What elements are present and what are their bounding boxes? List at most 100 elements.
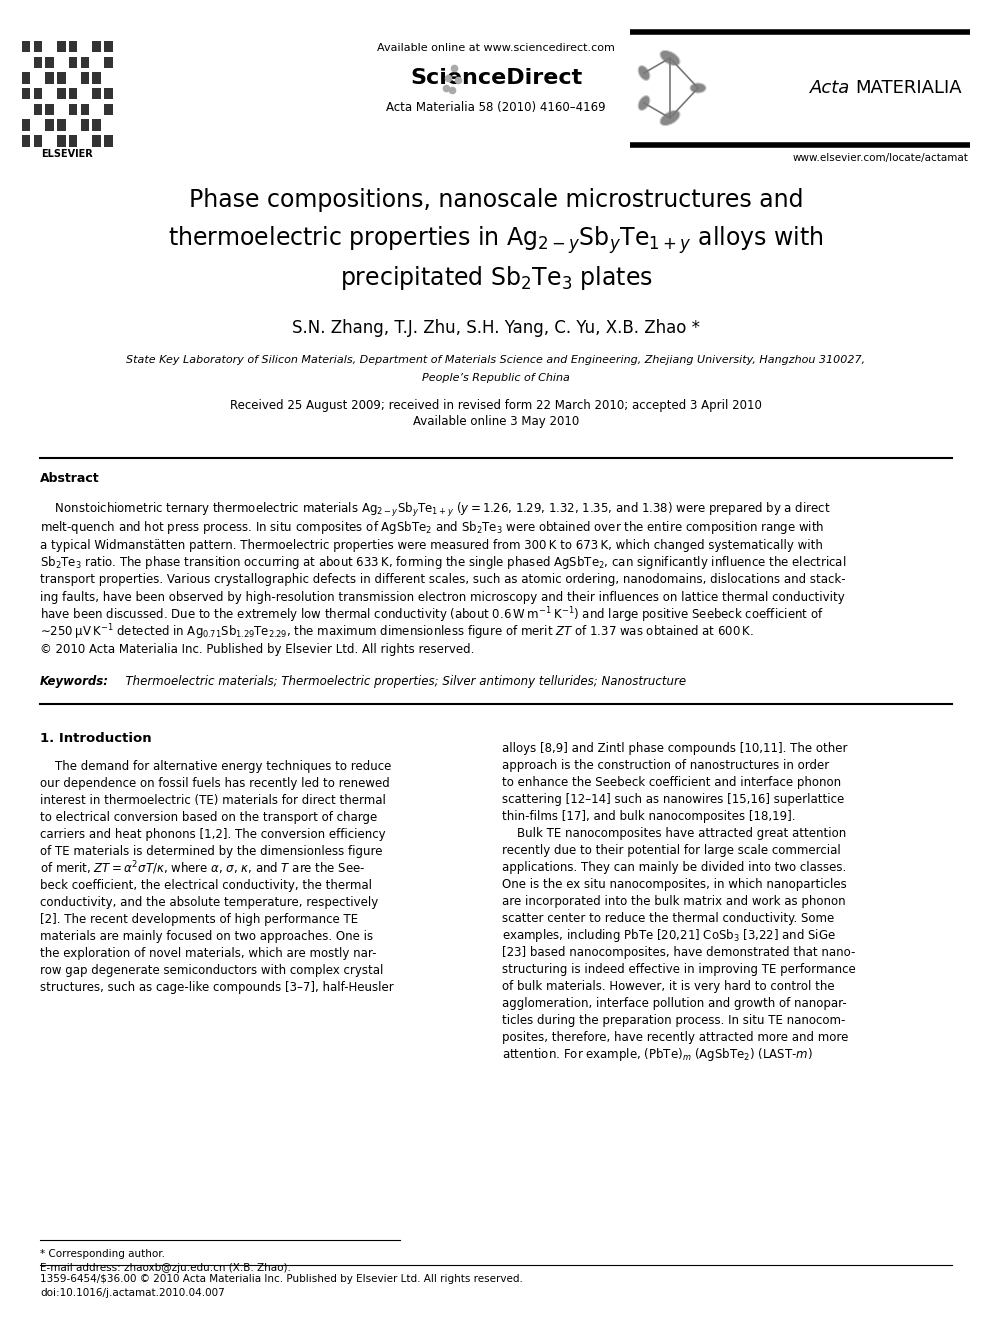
Text: State Key Laboratory of Silicon Materials, Department of Materials Science and E: State Key Laboratory of Silicon Material… bbox=[126, 355, 866, 365]
Bar bbox=[80, 57, 89, 67]
Text: applications. They can mainly be divided into two classes.: applications. They can mainly be divided… bbox=[502, 861, 846, 875]
Bar bbox=[104, 89, 113, 99]
Text: structures, such as cage-like compounds [3–7], half-Heusler: structures, such as cage-like compounds … bbox=[40, 980, 394, 994]
Text: posites, therefore, have recently attracted more and more: posites, therefore, have recently attrac… bbox=[502, 1031, 848, 1044]
Text: scatter center to reduce the thermal conductivity. Some: scatter center to reduce the thermal con… bbox=[502, 912, 834, 925]
Text: conductivity, and the absolute temperature, respectively: conductivity, and the absolute temperatu… bbox=[40, 896, 378, 909]
Bar bbox=[58, 119, 65, 131]
Text: www.elsevier.com/locate/actamat: www.elsevier.com/locate/actamat bbox=[793, 153, 968, 163]
Text: People’s Republic of China: People’s Republic of China bbox=[422, 373, 570, 382]
Text: beck coefficient, the electrical conductivity, the thermal: beck coefficient, the electrical conduct… bbox=[40, 878, 372, 892]
Text: Abstract: Abstract bbox=[40, 471, 99, 484]
Text: to enhance the Seebeck coefficient and interface phonon: to enhance the Seebeck coefficient and i… bbox=[502, 777, 841, 789]
Text: ∼250 μV K$^{-1}$ detected in Ag$_{0.71}$Sb$_{1.29}$Te$_{2.29}$, the maximum dime: ∼250 μV K$^{-1}$ detected in Ag$_{0.71}$… bbox=[40, 623, 754, 642]
Text: our dependence on fossil fuels has recently led to renewed: our dependence on fossil fuels has recen… bbox=[40, 777, 390, 790]
Bar bbox=[104, 103, 113, 115]
Ellipse shape bbox=[660, 50, 680, 66]
Text: structuring is indeed effective in improving TE performance: structuring is indeed effective in impro… bbox=[502, 963, 856, 976]
Text: of merit, $ZT$ = $\alpha^2\sigma T/\kappa$, where $\alpha$, $\sigma$, $\kappa$, : of merit, $ZT$ = $\alpha^2\sigma T/\kapp… bbox=[40, 860, 366, 877]
Bar bbox=[46, 57, 54, 67]
Ellipse shape bbox=[660, 110, 680, 126]
Bar bbox=[22, 25, 30, 37]
Text: Available online at www.sciencedirect.com: Available online at www.sciencedirect.co… bbox=[377, 44, 615, 53]
Bar bbox=[68, 41, 77, 53]
Text: ing faults, have been observed by high-resolution transmission electron microsco: ing faults, have been observed by high-r… bbox=[40, 591, 845, 605]
Bar bbox=[68, 103, 77, 115]
Bar bbox=[58, 135, 65, 147]
Bar bbox=[92, 135, 101, 147]
Text: row gap degenerate semiconductors with complex crystal: row gap degenerate semiconductors with c… bbox=[40, 964, 383, 976]
Text: © 2010 Acta Materialia Inc. Published by Elsevier Ltd. All rights reserved.: © 2010 Acta Materialia Inc. Published by… bbox=[40, 643, 474, 656]
Text: Thermoelectric materials; Thermoelectric properties; Silver antimony tellurides;: Thermoelectric materials; Thermoelectric… bbox=[118, 675, 686, 688]
Bar bbox=[22, 41, 30, 53]
Text: thin-films [17], and bulk nanocomposites [18,19].: thin-films [17], and bulk nanocomposites… bbox=[502, 810, 796, 823]
Bar bbox=[104, 41, 113, 53]
Text: ScienceDirect: ScienceDirect bbox=[410, 67, 582, 89]
Text: ticles during the preparation process. In situ TE nanocom-: ticles during the preparation process. I… bbox=[502, 1013, 845, 1027]
Bar bbox=[80, 103, 89, 115]
Bar bbox=[22, 119, 30, 131]
Text: melt-quench and hot press process. In situ composites of AgSbTe$_2$ and Sb$_2$Te: melt-quench and hot press process. In si… bbox=[40, 519, 824, 536]
Bar bbox=[92, 41, 101, 53]
Bar bbox=[104, 135, 113, 147]
Text: thermoelectric properties in Ag$_{2-y}$Sb$_y$Te$_{1+y}$ alloys with: thermoelectric properties in Ag$_{2-y}$S… bbox=[168, 224, 824, 255]
Text: Acta Materialia 58 (2010) 4160–4169: Acta Materialia 58 (2010) 4160–4169 bbox=[386, 102, 606, 115]
Text: the exploration of novel materials, which are mostly nar-: the exploration of novel materials, whic… bbox=[40, 947, 377, 960]
Text: MATERIALIA: MATERIALIA bbox=[855, 79, 961, 97]
Text: interest in thermoelectric (TE) materials for direct thermal: interest in thermoelectric (TE) material… bbox=[40, 794, 386, 807]
Bar bbox=[92, 73, 101, 83]
Ellipse shape bbox=[638, 66, 650, 81]
Text: doi:10.1016/j.actamat.2010.04.007: doi:10.1016/j.actamat.2010.04.007 bbox=[40, 1289, 225, 1298]
Text: scattering [12–14] such as nanowires [15,16] superlattice: scattering [12–14] such as nanowires [15… bbox=[502, 792, 844, 806]
Text: [2]. The recent developments of high performance TE: [2]. The recent developments of high per… bbox=[40, 913, 358, 926]
Text: carriers and heat phonons [1,2]. The conversion efficiency: carriers and heat phonons [1,2]. The con… bbox=[40, 828, 386, 841]
Bar bbox=[58, 25, 65, 37]
Text: Nonstoichiometric ternary thermoelectric materials Ag$_{2-y}$Sb$_y$Te$_{1+y}$ ($: Nonstoichiometric ternary thermoelectric… bbox=[40, 501, 830, 519]
Text: examples, including PbTe [20,21] CoSb$_3$ [3,22] and SiGe: examples, including PbTe [20,21] CoSb$_3… bbox=[502, 927, 836, 945]
Text: Available online 3 May 2010: Available online 3 May 2010 bbox=[413, 414, 579, 427]
Bar bbox=[80, 73, 89, 83]
Bar bbox=[58, 89, 65, 99]
Text: S.N. Zhang, T.J. Zhu, S.H. Yang, C. Yu, X.B. Zhao *: S.N. Zhang, T.J. Zhu, S.H. Yang, C. Yu, … bbox=[292, 319, 700, 337]
Text: transport properties. Various crystallographic defects in different scales, such: transport properties. Various crystallog… bbox=[40, 573, 845, 586]
Bar bbox=[34, 89, 42, 99]
Bar bbox=[22, 135, 30, 147]
Text: are incorporated into the bulk matrix and work as phonon: are incorporated into the bulk matrix an… bbox=[502, 894, 845, 908]
Text: [23] based nanocomposites, have demonstrated that nano-: [23] based nanocomposites, have demonstr… bbox=[502, 946, 855, 959]
Text: ELSEVIER: ELSEVIER bbox=[41, 149, 93, 159]
Text: to electrical conversion based on the transport of charge: to electrical conversion based on the tr… bbox=[40, 811, 377, 824]
Bar bbox=[46, 25, 54, 37]
Bar bbox=[22, 89, 30, 99]
Bar bbox=[92, 25, 101, 37]
Text: agglomeration, interface pollution and growth of nanopar-: agglomeration, interface pollution and g… bbox=[502, 998, 847, 1009]
Text: The demand for alternative energy techniques to reduce: The demand for alternative energy techni… bbox=[40, 759, 392, 773]
Bar bbox=[34, 135, 42, 147]
Bar bbox=[80, 25, 89, 37]
Text: Received 25 August 2009; received in revised form 22 March 2010; accepted 3 Apri: Received 25 August 2009; received in rev… bbox=[230, 398, 762, 411]
Text: One is the ex situ nanocomposites, in which nanoparticles: One is the ex situ nanocomposites, in wh… bbox=[502, 878, 847, 890]
Bar bbox=[68, 135, 77, 147]
Text: a typical Widmanstätten pattern. Thermoelectric properties were measured from 30: a typical Widmanstätten pattern. Thermoe… bbox=[40, 538, 823, 552]
Bar bbox=[46, 119, 54, 131]
Bar bbox=[46, 73, 54, 83]
Text: alloys [8,9] and Zintl phase compounds [10,11]. The other: alloys [8,9] and Zintl phase compounds [… bbox=[502, 742, 847, 755]
Text: have been discussed. Due to the extremely low thermal conductivity (about 0.6 W : have been discussed. Due to the extremel… bbox=[40, 605, 823, 624]
Ellipse shape bbox=[638, 95, 650, 110]
Bar bbox=[58, 73, 65, 83]
Text: of TE materials is determined by the dimensionless figure: of TE materials is determined by the dim… bbox=[40, 845, 383, 859]
Bar bbox=[68, 89, 77, 99]
Text: Phase compositions, nanoscale microstructures and: Phase compositions, nanoscale microstruc… bbox=[188, 188, 804, 212]
Bar bbox=[92, 119, 101, 131]
Text: materials are mainly focused on two approaches. One is: materials are mainly focused on two appr… bbox=[40, 930, 373, 943]
Text: 1359-6454/$36.00 © 2010 Acta Materialia Inc. Published by Elsevier Ltd. All righ: 1359-6454/$36.00 © 2010 Acta Materialia … bbox=[40, 1274, 523, 1285]
Text: recently due to their potential for large scale commercial: recently due to their potential for larg… bbox=[502, 844, 841, 857]
Bar bbox=[104, 57, 113, 67]
Text: Bulk TE nanocomposites have attracted great attention: Bulk TE nanocomposites have attracted gr… bbox=[502, 827, 846, 840]
Text: Sb$_2$Te$_3$ ratio. The phase transition occurring at about 633 K, forming the s: Sb$_2$Te$_3$ ratio. The phase transition… bbox=[40, 554, 846, 572]
Bar bbox=[92, 89, 101, 99]
Bar bbox=[34, 103, 42, 115]
Text: precipitated Sb$_2$Te$_3$ plates: precipitated Sb$_2$Te$_3$ plates bbox=[339, 265, 653, 292]
Bar bbox=[58, 41, 65, 53]
Text: attention. For example, (PbTe)$_m$ (AgSbTe$_2$) (LAST-$m$): attention. For example, (PbTe)$_m$ (AgSb… bbox=[502, 1046, 812, 1062]
Bar bbox=[34, 57, 42, 67]
